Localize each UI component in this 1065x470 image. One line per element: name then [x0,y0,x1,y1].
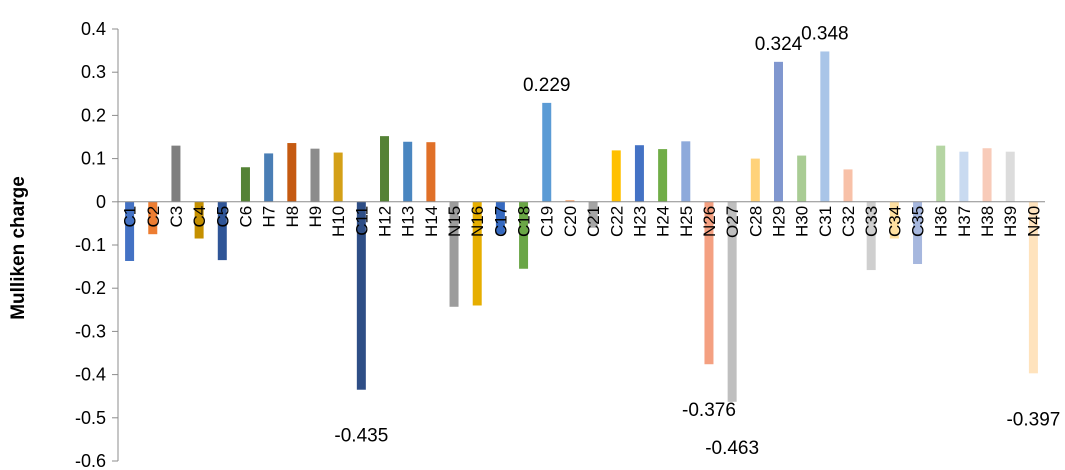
y-tick-label: 0.4 [81,19,106,39]
bar-c3 [171,146,180,202]
category-label: C19 [538,206,557,237]
data-label: 0.324 [755,34,803,55]
category-label: C5 [213,206,232,228]
category-label: C31 [816,206,835,237]
category-labels: C1 C2 C3 C4 C5 C6 H7 H8 H9 H10 C11 H12 H13 H14 N15 N16 C… [121,206,1044,238]
category-label: C2 [144,206,163,228]
bar-c19 [542,103,551,202]
y-tick-label: 0 [96,192,106,212]
y-tick-label: -0.4 [75,365,106,385]
y-tick-label: -0.2 [75,278,106,298]
y-axis-title: Mulliken charge [8,176,29,320]
category-label: N16 [468,206,487,237]
data-label: -0.376 [682,400,736,421]
category-label: H36 [932,206,951,237]
bar-h25 [681,141,690,201]
y-axis-ticks: 0.4 0.3 0.2 0.1 0 -0.1 -0.2 -0.3 -0.4 -0.5 -0.6 [75,19,118,470]
category-label: C21 [584,206,603,237]
category-label: C17 [491,206,510,237]
category-label: C18 [515,206,534,237]
category-label: C34 [885,206,904,237]
category-label: C3 [167,206,186,228]
category-label: H10 [329,206,348,237]
category-label: H23 [630,206,649,237]
category-label: C11 [352,206,371,236]
category-label: C22 [607,206,626,237]
category-label: C4 [190,206,209,228]
category-label: C6 [236,206,255,228]
category-label: C33 [862,206,881,237]
bar-h23 [635,145,644,202]
bar-h12 [380,136,389,202]
data-label: -0.397 [1006,409,1060,430]
bar-h8 [287,143,296,202]
bar-h38 [983,148,992,202]
bar-c22 [612,150,621,201]
category-label: H38 [978,206,997,237]
category-label: H39 [1001,206,1020,237]
category-label: H9 [306,206,325,228]
y-tick-label: -0.5 [75,408,106,428]
y-axis-title-group: Mulliken charge [8,176,29,320]
category-label: N15 [445,206,464,237]
bar-h29 [774,62,783,202]
bar-c6 [241,167,250,202]
category-label: H12 [376,206,395,237]
y-tick-label: 0.2 [81,105,106,125]
bar-h24 [658,149,667,202]
data-label: -0.435 [334,426,388,447]
y-tick-label: -0.3 [75,321,106,341]
bar-h14 [426,142,435,202]
category-label: C35 [909,206,928,237]
y-tick-label: -0.6 [75,451,106,470]
category-label: C28 [746,206,765,237]
category-label: C32 [839,206,858,237]
category-label: H7 [260,206,279,228]
category-label: H29 [769,206,788,237]
category-label: H14 [422,206,441,237]
bar-h9 [310,149,319,202]
category-label: H13 [399,206,418,237]
bar-h37 [959,152,968,202]
bar-h39 [1006,152,1015,202]
bar-h36 [936,146,945,202]
bar-h7 [264,153,273,201]
bar-c28 [751,159,760,202]
category-label: N26 [700,206,719,237]
data-label: -0.463 [705,438,759,459]
bar-h10 [334,153,343,202]
bar-h30 [797,156,806,202]
category-label: C20 [561,206,580,237]
category-label: H8 [283,206,302,228]
category-label: H24 [654,206,673,237]
category-label: H30 [793,206,812,237]
category-label: C1 [121,206,140,228]
bar-c32 [844,169,853,201]
data-label: 0.229 [523,75,571,96]
y-tick-label: 0.3 [81,62,106,82]
y-tick-label: -0.1 [75,235,106,255]
category-label: N40 [1024,206,1043,237]
category-label: H25 [677,206,696,237]
data-label: 0.348 [801,23,849,44]
bar-c31 [820,51,829,201]
category-label: O27 [723,206,742,238]
bar-h13 [403,142,412,202]
category-label: H37 [955,206,974,237]
y-tick-label: 0.1 [81,149,106,169]
